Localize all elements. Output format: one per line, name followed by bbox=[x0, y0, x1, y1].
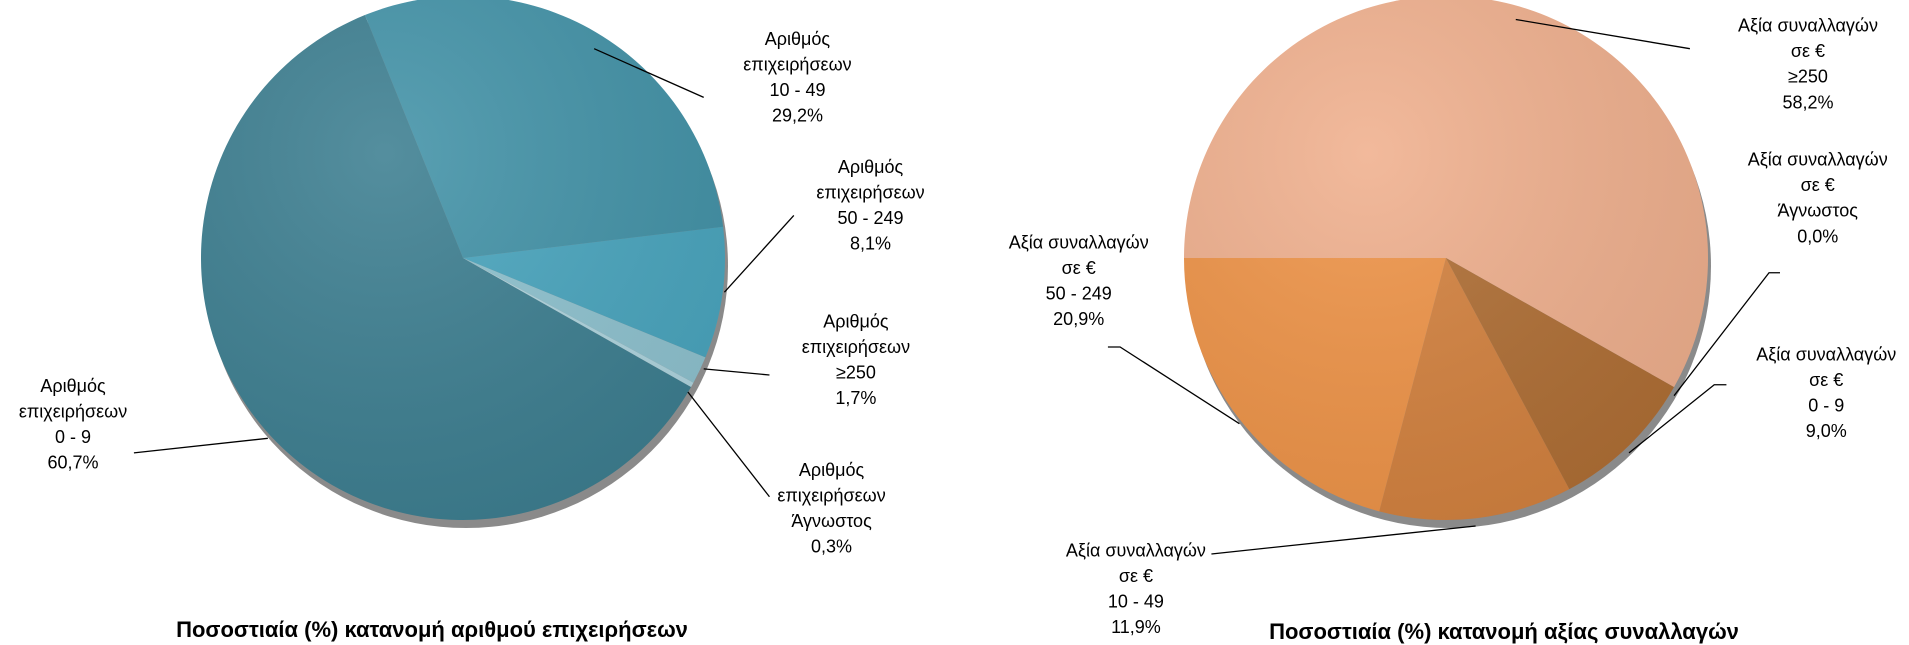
data-label: 0,3% bbox=[811, 537, 852, 557]
category-label: Άγνωστος bbox=[791, 511, 872, 531]
leader-line bbox=[1628, 384, 1727, 454]
data-label: 0,0% bbox=[1797, 226, 1838, 246]
leader-line bbox=[133, 437, 268, 454]
leader-line bbox=[723, 215, 795, 293]
label-line: Αριθμός bbox=[765, 29, 831, 49]
category-label: Άγνωστος bbox=[1778, 201, 1859, 221]
label-line: Αξία συναλλαγών bbox=[1748, 149, 1888, 169]
chart-title: Ποσοστιαία (%) κατανομή αριθμού επιχειρή… bbox=[176, 617, 688, 642]
data-label: 29,2% bbox=[772, 106, 823, 126]
label-line: Αριθμός bbox=[799, 460, 865, 480]
label-line: σε € bbox=[1062, 258, 1096, 278]
label-line: Αξία συναλλαγών bbox=[1756, 344, 1896, 364]
leader-line bbox=[593, 48, 704, 98]
label-line: επιχειρήσεων bbox=[19, 402, 127, 422]
category-label: 10 - 49 bbox=[769, 80, 825, 100]
category-label: 0 - 9 bbox=[1808, 395, 1844, 415]
leader-line bbox=[1673, 272, 1780, 397]
label-line: Αξία συναλλαγών bbox=[1009, 232, 1149, 252]
data-label: 11,9% bbox=[1111, 617, 1161, 637]
leader-line bbox=[1211, 525, 1476, 555]
category-label: ≥250 bbox=[836, 363, 876, 383]
label-line: σε € bbox=[1801, 175, 1835, 195]
data-label: 58,2% bbox=[1782, 92, 1833, 112]
label-line: επιχειρήσεων bbox=[743, 55, 851, 75]
category-label: 50 - 249 bbox=[1046, 283, 1112, 303]
data-label: 1,7% bbox=[835, 388, 876, 408]
pie-shade bbox=[201, 0, 725, 520]
label-line: σε € bbox=[1791, 41, 1825, 61]
leader-line bbox=[1515, 18, 1690, 50]
leader-line bbox=[1107, 346, 1240, 425]
data-label: 20,9% bbox=[1053, 309, 1104, 329]
data-label: 8,1% bbox=[850, 234, 891, 254]
pie-shade bbox=[1184, 0, 1708, 520]
leader-line bbox=[687, 391, 770, 498]
label-line: Αξία συναλλαγών bbox=[1738, 16, 1878, 36]
label-line: σε € bbox=[1809, 370, 1843, 390]
chart-title: Ποσοστιαία (%) κατανομή αξίας συναλλαγών bbox=[1269, 619, 1739, 644]
category-label: 0 - 9 bbox=[55, 427, 91, 447]
category-label: 10 - 49 bbox=[1108, 591, 1164, 611]
label-line: επιχειρήσεων bbox=[816, 182, 924, 202]
label-line: σε € bbox=[1119, 566, 1153, 586]
data-label: 9,0% bbox=[1806, 421, 1847, 441]
label-line: Αριθμός bbox=[40, 376, 106, 396]
leader-line bbox=[703, 368, 770, 376]
data-label: 60,7% bbox=[48, 453, 99, 473]
label-line: επιχειρήσεων bbox=[802, 337, 910, 357]
label-line: Αριθμός bbox=[838, 157, 904, 177]
category-label: ≥250 bbox=[1788, 67, 1828, 87]
category-label: 50 - 249 bbox=[837, 208, 903, 228]
label-line: Αξία συναλλαγών bbox=[1066, 540, 1206, 560]
label-line: επιχειρήσεων bbox=[777, 486, 885, 506]
label-line: Αριθμός bbox=[823, 311, 889, 331]
